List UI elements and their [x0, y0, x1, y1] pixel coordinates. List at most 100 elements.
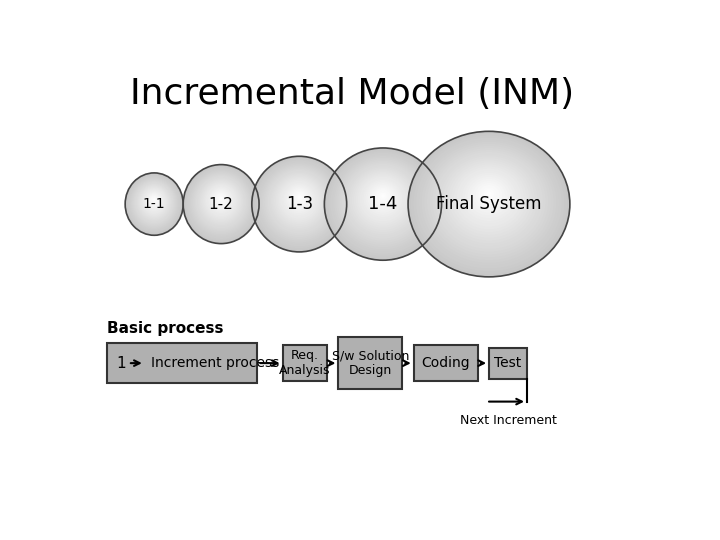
Ellipse shape: [475, 183, 503, 207]
Text: Basic process: Basic process: [107, 321, 223, 336]
Ellipse shape: [131, 178, 177, 228]
Ellipse shape: [292, 190, 307, 206]
Text: 1-1: 1-1: [143, 197, 166, 211]
Ellipse shape: [129, 177, 179, 231]
Ellipse shape: [367, 183, 399, 213]
FancyBboxPatch shape: [413, 346, 478, 381]
Ellipse shape: [196, 176, 246, 228]
Ellipse shape: [216, 194, 226, 204]
Ellipse shape: [219, 196, 224, 201]
Ellipse shape: [287, 186, 312, 212]
Ellipse shape: [135, 182, 174, 224]
Ellipse shape: [372, 186, 395, 208]
Ellipse shape: [419, 139, 559, 266]
Ellipse shape: [377, 191, 389, 202]
Ellipse shape: [202, 181, 240, 221]
Ellipse shape: [274, 176, 325, 226]
Text: Incremental Model (INM): Incremental Model (INM): [130, 77, 575, 111]
Ellipse shape: [350, 168, 416, 232]
Ellipse shape: [264, 167, 334, 237]
Ellipse shape: [375, 190, 391, 204]
Ellipse shape: [473, 181, 505, 210]
Ellipse shape: [462, 173, 516, 221]
Ellipse shape: [192, 172, 251, 233]
Ellipse shape: [184, 166, 258, 242]
Ellipse shape: [261, 164, 337, 241]
Ellipse shape: [266, 168, 333, 235]
Ellipse shape: [183, 165, 259, 244]
Ellipse shape: [435, 152, 543, 249]
Ellipse shape: [279, 179, 320, 221]
Ellipse shape: [358, 175, 408, 224]
Ellipse shape: [277, 178, 321, 222]
Ellipse shape: [148, 194, 160, 207]
Ellipse shape: [427, 146, 551, 258]
Ellipse shape: [421, 141, 557, 263]
Ellipse shape: [326, 150, 440, 258]
Ellipse shape: [470, 179, 508, 213]
Ellipse shape: [413, 136, 564, 271]
Ellipse shape: [150, 196, 158, 204]
Ellipse shape: [207, 186, 235, 215]
Ellipse shape: [194, 174, 248, 230]
Ellipse shape: [359, 177, 406, 221]
Ellipse shape: [152, 198, 156, 202]
Ellipse shape: [340, 161, 426, 243]
Ellipse shape: [212, 190, 230, 209]
Text: Test: Test: [495, 356, 521, 370]
Ellipse shape: [449, 162, 529, 235]
Ellipse shape: [284, 184, 315, 215]
Ellipse shape: [128, 176, 180, 232]
Ellipse shape: [197, 177, 246, 227]
FancyBboxPatch shape: [282, 346, 327, 381]
Ellipse shape: [348, 167, 418, 234]
Ellipse shape: [456, 168, 521, 227]
Ellipse shape: [139, 185, 170, 219]
Ellipse shape: [330, 153, 436, 254]
Ellipse shape: [252, 156, 347, 252]
Ellipse shape: [269, 171, 329, 232]
Ellipse shape: [324, 148, 441, 260]
Ellipse shape: [138, 184, 171, 220]
Ellipse shape: [481, 187, 497, 201]
FancyBboxPatch shape: [338, 337, 402, 389]
Ellipse shape: [199, 178, 244, 225]
FancyBboxPatch shape: [489, 348, 527, 379]
Ellipse shape: [441, 156, 538, 244]
Ellipse shape: [134, 181, 174, 225]
Ellipse shape: [379, 192, 387, 200]
Text: 1-2: 1-2: [209, 197, 233, 212]
Ellipse shape: [424, 144, 554, 260]
Ellipse shape: [354, 172, 413, 228]
Text: Coding: Coding: [421, 356, 470, 370]
Ellipse shape: [342, 163, 424, 241]
Ellipse shape: [204, 183, 239, 219]
Ellipse shape: [133, 180, 176, 226]
Ellipse shape: [467, 177, 510, 215]
Ellipse shape: [346, 165, 420, 237]
Ellipse shape: [297, 195, 301, 199]
Ellipse shape: [126, 174, 182, 234]
Ellipse shape: [288, 187, 310, 210]
Ellipse shape: [260, 163, 339, 243]
Ellipse shape: [151, 197, 157, 203]
Ellipse shape: [204, 184, 238, 218]
Ellipse shape: [361, 178, 405, 219]
Ellipse shape: [443, 158, 535, 241]
Ellipse shape: [364, 180, 402, 217]
Ellipse shape: [332, 154, 433, 252]
Ellipse shape: [280, 181, 318, 219]
Ellipse shape: [484, 189, 495, 199]
Text: 1: 1: [117, 356, 127, 370]
Ellipse shape: [186, 167, 256, 240]
Ellipse shape: [220, 197, 222, 200]
Ellipse shape: [143, 190, 165, 213]
Ellipse shape: [263, 166, 336, 239]
Ellipse shape: [193, 173, 249, 232]
Ellipse shape: [410, 133, 567, 274]
Ellipse shape: [149, 195, 159, 205]
Ellipse shape: [294, 193, 304, 202]
Ellipse shape: [217, 195, 225, 202]
Ellipse shape: [146, 192, 162, 209]
Ellipse shape: [416, 138, 562, 268]
